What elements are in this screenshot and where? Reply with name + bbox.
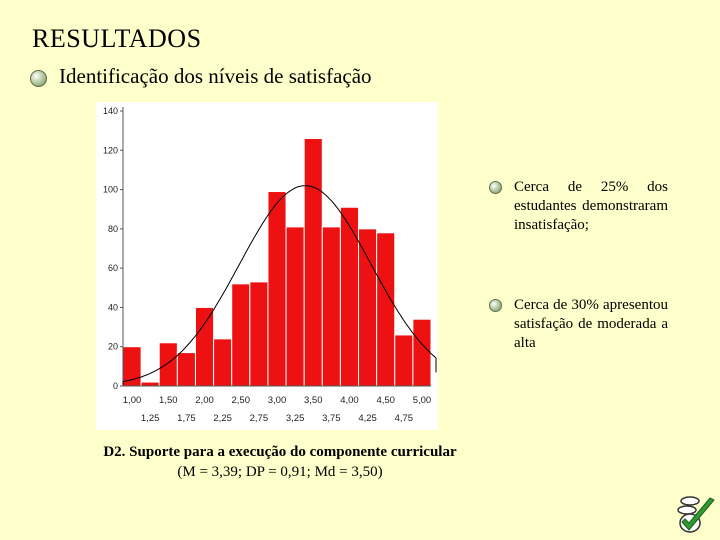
x-tick-label: 3,00 xyxy=(268,395,287,406)
histogram-bar xyxy=(231,283,251,387)
histogram-bar xyxy=(213,338,233,387)
histogram-bar xyxy=(140,381,160,387)
y-tick-label: 20 xyxy=(108,342,118,352)
bullet-text-1: Cerca de 25% dos estudantes demonstraram… xyxy=(514,179,668,233)
x-tick-label: 5,00 xyxy=(413,395,432,406)
chart-caption: D2. Suporte para a execução do component… xyxy=(60,442,500,482)
histogram-chart: 0 20 40 60 80 100 120 140 1,00 1,50 2,00 2,50 3,00 3,… xyxy=(96,102,438,430)
x-tick-label: 1,00 xyxy=(123,395,142,406)
bullet-item-2: Cerca de 30% apresentou satisfação de mo… xyxy=(489,296,668,353)
histogram-bar xyxy=(249,281,269,387)
histogram-bar xyxy=(267,191,287,387)
y-tick-label: 100 xyxy=(103,185,118,195)
page-title: RESULTADOS xyxy=(32,24,202,53)
y-tick-label: 80 xyxy=(108,224,118,234)
x-tick-label: 1,75 xyxy=(177,413,196,424)
caption-line-2: (M = 3,39; DP = 0,91; Md = 3,50) xyxy=(177,464,383,480)
x-tick-label: 4,50 xyxy=(376,395,395,406)
histogram-bar xyxy=(158,342,178,387)
x-tick-label: 2,50 xyxy=(232,395,251,406)
histogram-bar xyxy=(285,226,305,387)
histogram-svg: 0 20 40 60 80 100 120 140 1,00 1,50 2,00 2,50 3,00 3,… xyxy=(103,106,437,424)
bullet-icon xyxy=(489,299,502,312)
x-tick-label: 4,75 xyxy=(395,413,414,424)
x-tick-label: 4,25 xyxy=(358,413,377,424)
x-tick-label: 2,25 xyxy=(213,413,232,424)
y-tick-label: 60 xyxy=(108,263,118,273)
x-tick-label: 2,75 xyxy=(250,413,269,424)
y-tick-label: 140 xyxy=(103,106,118,116)
x-tick-label: 2,00 xyxy=(195,395,214,406)
x-tick-label: 4,00 xyxy=(340,395,359,406)
histogram-bar xyxy=(394,334,414,387)
quiz-checkmark-logo-icon xyxy=(677,496,715,533)
y-tick-label: 120 xyxy=(103,145,118,155)
histogram-bar xyxy=(176,352,196,387)
x-tick-label: 3,75 xyxy=(322,413,341,424)
normal-curve-line xyxy=(122,185,437,385)
bullet-text-2: Cerca de 30% apresentou satisfação de mo… xyxy=(514,297,668,351)
x-tick-label: 1,50 xyxy=(159,395,178,406)
x-tick-label: 1,25 xyxy=(141,413,160,424)
histogram-bar xyxy=(358,228,378,387)
histogram-bar xyxy=(303,138,323,387)
y-tick-label: 40 xyxy=(108,302,118,312)
subtitle-text: Identificação dos níveis de satisfação xyxy=(59,64,372,88)
bullet-icon xyxy=(489,181,502,194)
x-tick-label: 3,25 xyxy=(286,413,305,424)
histogram-bar xyxy=(376,232,396,387)
bullet-icon xyxy=(30,70,47,87)
caption-line-1: D2. Suporte para a execução do component… xyxy=(103,444,457,460)
subtitle-row: Identificação dos níveis de satisfação xyxy=(30,64,372,89)
y-tick-label: 0 xyxy=(113,381,118,391)
histogram-bar xyxy=(194,306,215,387)
x-tick-label: 3,50 xyxy=(304,395,323,406)
bullet-item-1: Cerca de 25% dos estudantes demonstraram… xyxy=(489,178,668,235)
histogram-bar xyxy=(412,318,432,387)
histogram-bar xyxy=(321,226,341,387)
histogram-bar xyxy=(339,206,360,387)
